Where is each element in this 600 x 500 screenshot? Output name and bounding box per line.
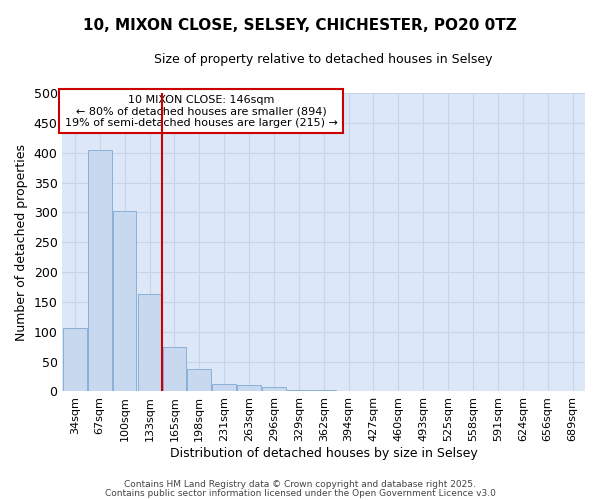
Text: 10 MIXON CLOSE: 146sqm
← 80% of detached houses are smaller (894)
19% of semi-de: 10 MIXON CLOSE: 146sqm ← 80% of detached… [65,94,338,128]
Bar [386,391,410,392]
Title: Size of property relative to detached houses in Selsey: Size of property relative to detached ho… [154,52,493,66]
Bar [561,391,584,392]
Bar [287,390,311,392]
Text: 10, MIXON CLOSE, SELSEY, CHICHESTER, PO20 0TZ: 10, MIXON CLOSE, SELSEY, CHICHESTER, PO2… [83,18,517,32]
Bar [312,390,335,392]
Bar [212,384,236,392]
Bar [237,385,261,392]
Bar [63,328,86,392]
Bar [113,211,136,392]
Bar [262,386,286,392]
Bar [187,370,211,392]
X-axis label: Distribution of detached houses by size in Selsey: Distribution of detached houses by size … [170,447,478,460]
Bar [137,294,161,392]
Y-axis label: Number of detached properties: Number of detached properties [15,144,28,341]
Text: Contains HM Land Registry data © Crown copyright and database right 2025.: Contains HM Land Registry data © Crown c… [124,480,476,489]
Bar [88,150,112,392]
Bar [163,346,186,392]
Text: Contains public sector information licensed under the Open Government Licence v3: Contains public sector information licen… [104,488,496,498]
